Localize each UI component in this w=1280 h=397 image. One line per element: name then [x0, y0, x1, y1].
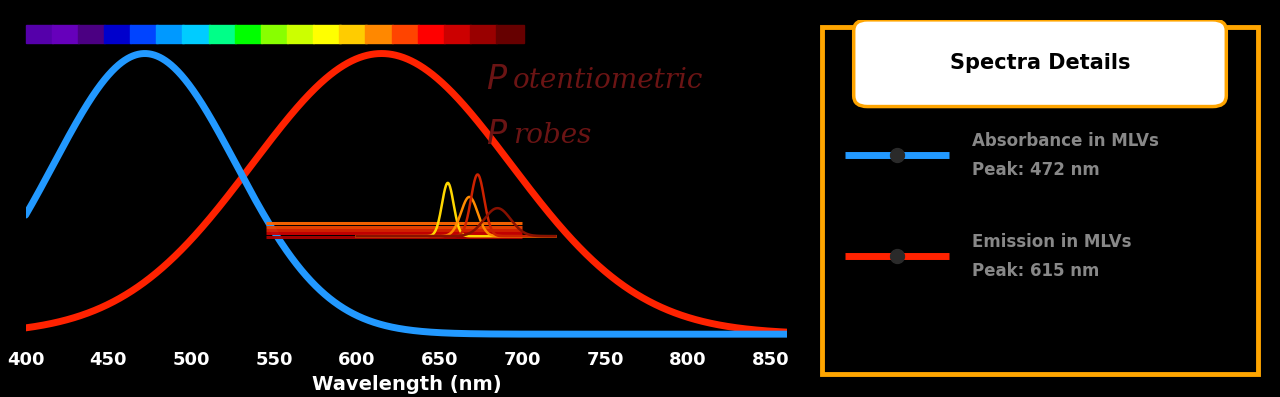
- Bar: [261, 25, 288, 42]
- X-axis label: Wavelength (nm): Wavelength (nm): [311, 374, 502, 393]
- Text: Peak: 472 nm: Peak: 472 nm: [972, 161, 1100, 179]
- Bar: [470, 25, 498, 42]
- Bar: [104, 25, 132, 42]
- Bar: [183, 25, 210, 42]
- Text: $\it{P}$: $\it{P}$: [486, 119, 508, 151]
- Text: Absorbance in MLVs: Absorbance in MLVs: [972, 132, 1158, 150]
- Bar: [51, 25, 79, 42]
- Text: Peak: 615 nm: Peak: 615 nm: [972, 262, 1100, 280]
- FancyBboxPatch shape: [822, 27, 1258, 374]
- Bar: [339, 25, 367, 42]
- Bar: [234, 25, 262, 42]
- Text: Emission in MLVs: Emission in MLVs: [972, 233, 1132, 251]
- Bar: [287, 25, 315, 42]
- Bar: [209, 25, 236, 42]
- Bar: [78, 25, 105, 42]
- Bar: [26, 25, 52, 42]
- FancyBboxPatch shape: [854, 20, 1226, 106]
- Text: otentiometric: otentiometric: [513, 67, 704, 94]
- Text: Spectra Details: Spectra Details: [950, 53, 1130, 73]
- Bar: [392, 25, 419, 42]
- Bar: [417, 25, 445, 42]
- Bar: [131, 25, 157, 42]
- Text: $\it{P}$: $\it{P}$: [486, 64, 508, 96]
- Bar: [497, 25, 524, 42]
- Bar: [366, 25, 393, 42]
- Text: robes: robes: [513, 122, 591, 149]
- Bar: [156, 25, 184, 42]
- Bar: [444, 25, 471, 42]
- Bar: [314, 25, 340, 42]
